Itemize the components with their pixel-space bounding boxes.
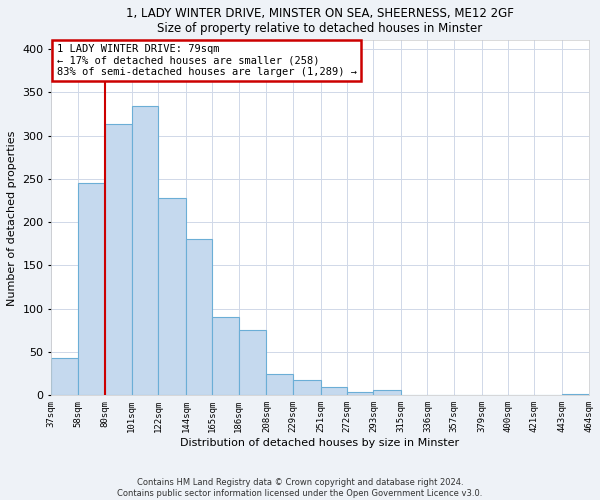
Bar bbox=[186, 240, 212, 396]
Title: 1, LADY WINTER DRIVE, MINSTER ON SEA, SHEERNESS, ME12 2GF
Size of property relat: 1, LADY WINTER DRIVE, MINSTER ON SEA, SH… bbox=[126, 7, 514, 35]
Bar bbox=[373, 390, 401, 396]
X-axis label: Distribution of detached houses by size in Minster: Distribution of detached houses by size … bbox=[181, 438, 460, 448]
Bar bbox=[266, 374, 293, 396]
Text: 1 LADY WINTER DRIVE: 79sqm
← 17% of detached houses are smaller (258)
83% of sem: 1 LADY WINTER DRIVE: 79sqm ← 17% of deta… bbox=[56, 44, 356, 77]
Bar bbox=[158, 198, 186, 396]
Bar bbox=[77, 183, 106, 396]
Bar bbox=[132, 106, 158, 396]
Y-axis label: Number of detached properties: Number of detached properties bbox=[7, 130, 17, 306]
Bar bbox=[293, 380, 320, 396]
Bar bbox=[427, 394, 454, 396]
Bar bbox=[212, 316, 239, 396]
Bar bbox=[51, 358, 77, 396]
Bar bbox=[239, 330, 266, 396]
Bar bbox=[106, 124, 132, 396]
Bar bbox=[320, 386, 347, 396]
Text: Contains HM Land Registry data © Crown copyright and database right 2024.
Contai: Contains HM Land Registry data © Crown c… bbox=[118, 478, 482, 498]
Bar bbox=[347, 392, 373, 396]
Bar bbox=[562, 394, 589, 396]
